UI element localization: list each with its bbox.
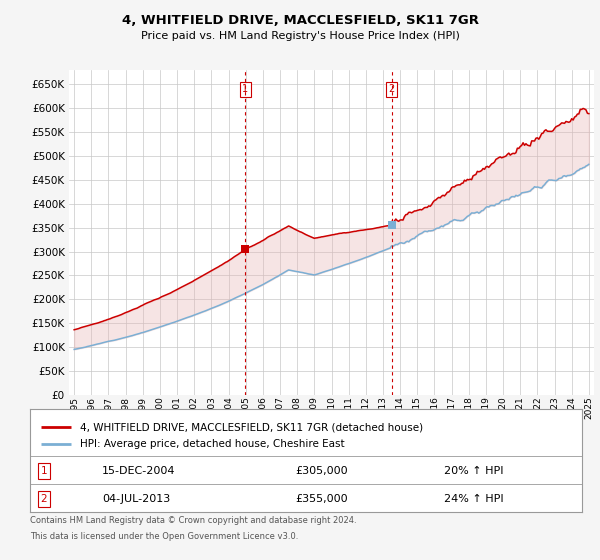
Text: This data is licensed under the Open Government Licence v3.0.: This data is licensed under the Open Gov… (30, 532, 298, 541)
Text: 1: 1 (242, 85, 248, 94)
Text: 4, WHITFIELD DRIVE, MACCLESFIELD, SK11 7GR (detached house): 4, WHITFIELD DRIVE, MACCLESFIELD, SK11 7… (80, 422, 423, 432)
Text: 20% ↑ HPI: 20% ↑ HPI (444, 466, 503, 476)
Text: £355,000: £355,000 (295, 494, 347, 504)
Text: Contains HM Land Registry data © Crown copyright and database right 2024.: Contains HM Land Registry data © Crown c… (30, 516, 356, 525)
Text: 15-DEC-2004: 15-DEC-2004 (102, 466, 175, 476)
Text: 2: 2 (388, 85, 395, 94)
Text: £305,000: £305,000 (295, 466, 347, 476)
Text: 4, WHITFIELD DRIVE, MACCLESFIELD, SK11 7GR: 4, WHITFIELD DRIVE, MACCLESFIELD, SK11 7… (121, 14, 479, 27)
Text: 2: 2 (40, 494, 47, 504)
Text: 04-JUL-2013: 04-JUL-2013 (102, 494, 170, 504)
Text: Price paid vs. HM Land Registry's House Price Index (HPI): Price paid vs. HM Land Registry's House … (140, 31, 460, 41)
Text: 1: 1 (40, 466, 47, 476)
Text: HPI: Average price, detached house, Cheshire East: HPI: Average price, detached house, Ches… (80, 439, 344, 449)
Text: 24% ↑ HPI: 24% ↑ HPI (444, 494, 503, 504)
